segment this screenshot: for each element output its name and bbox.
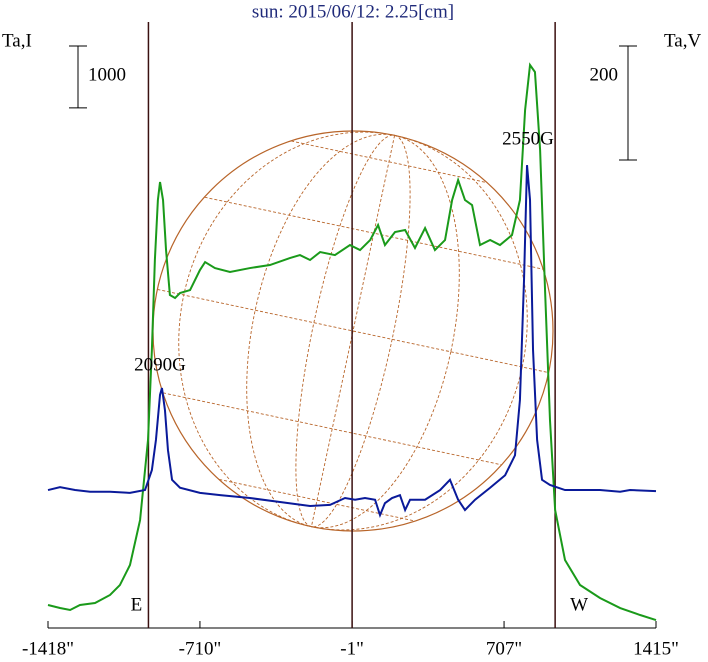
x-tick-label: 1415" (633, 638, 679, 659)
parallel (219, 478, 415, 522)
parallel (157, 288, 549, 374)
x-tick-label: -1" (340, 638, 364, 659)
scale-bar-label: 200 (590, 64, 619, 85)
limb-label: E (131, 594, 143, 615)
peak-annotation: 2550G (502, 128, 554, 149)
chart-title: sun: 2015/06/12: 2.25[cm] (252, 1, 454, 22)
solar-disk (152, 130, 554, 532)
peak-annotation: 2090G (134, 354, 186, 375)
heliographic-grid (157, 131, 549, 531)
x-tick-label: 707" (486, 638, 522, 659)
series-line (47, 165, 657, 519)
x-tick-label: -710" (179, 638, 222, 659)
scale-bar-label: 1000 (88, 64, 126, 85)
parallel (162, 392, 502, 466)
parallel (291, 140, 487, 184)
y-axis-label: Ta,I (2, 30, 32, 51)
limb-label: W (570, 594, 588, 615)
x-tick-label: -1418" (22, 638, 74, 659)
series-line (47, 62, 657, 621)
y2-axis-label: Ta,V (664, 30, 701, 51)
